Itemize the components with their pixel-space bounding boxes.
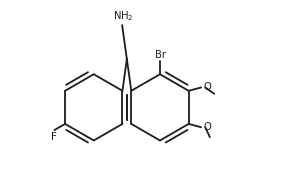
Text: F: F [51,132,56,142]
Text: O: O [203,83,211,93]
Text: O: O [203,122,211,132]
Text: NH$_2$: NH$_2$ [113,9,133,23]
Text: Br: Br [155,50,166,60]
